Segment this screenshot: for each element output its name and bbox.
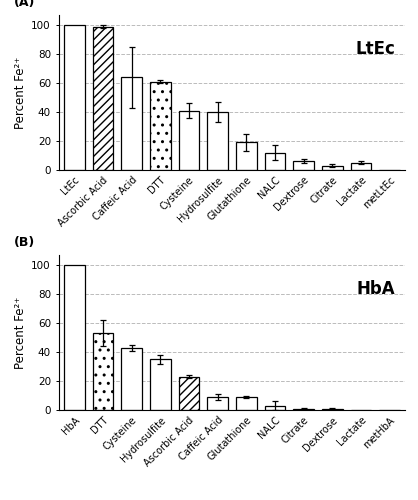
Text: (A): (A) [13,0,35,9]
Bar [93,334,113,410]
Bar [207,112,228,170]
Bar [265,406,285,410]
Bar [64,25,84,170]
Bar [293,408,314,410]
Bar [121,348,142,410]
Bar [64,265,84,410]
Bar [178,110,199,170]
Bar [236,142,257,170]
Bar [207,397,228,410]
Y-axis label: Percent Fe²⁺: Percent Fe²⁺ [14,56,27,128]
Text: HbA: HbA [357,280,395,298]
Bar [150,82,171,170]
Bar [351,162,371,170]
Bar [322,408,343,410]
Bar [93,26,113,170]
Bar [293,161,314,170]
Text: (B): (B) [13,236,35,249]
Bar [121,78,142,170]
Bar [150,360,171,410]
Bar [265,152,285,170]
Text: LtEc: LtEc [355,40,395,58]
Y-axis label: Percent Fe²⁺: Percent Fe²⁺ [14,296,27,368]
Bar [178,376,199,410]
Bar [236,397,257,410]
Bar [322,166,343,170]
